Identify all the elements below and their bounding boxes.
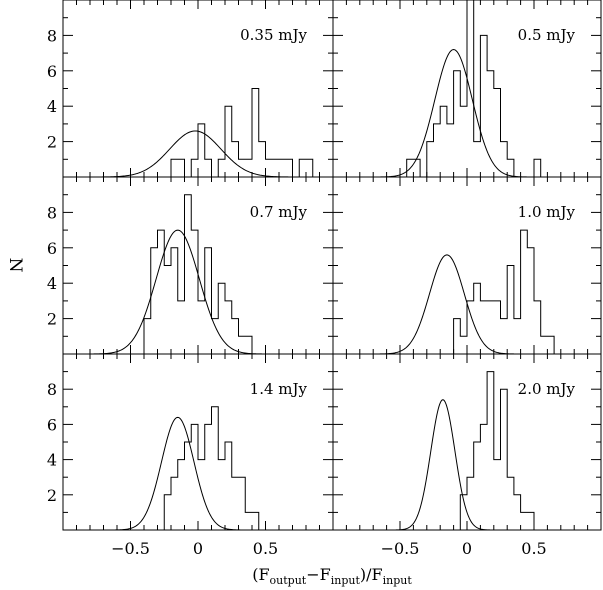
panel-3-gaussian-fit [80, 229, 275, 355]
x-tick-label: −0.5 [381, 539, 420, 558]
y-tick-label: 6 [47, 62, 57, 81]
panel-4-label: 1.0 mJy [518, 203, 576, 221]
x-axis-label: (Foutput−Finput)/Finput [252, 565, 412, 587]
y-tick-label: 8 [47, 380, 57, 399]
panel-4-gaussian-fit [368, 254, 526, 355]
panel-5-label: 1.4 mJy [250, 380, 308, 398]
x-tick-label: 0 [193, 539, 203, 558]
y-tick-label: 4 [47, 451, 57, 470]
x-tick-label: −0.5 [111, 539, 150, 558]
panel-6-histogram [400, 371, 601, 531]
y-tick-label: 8 [47, 203, 57, 222]
y-tick-label: 4 [47, 274, 57, 293]
y-tick-label: 2 [47, 486, 57, 505]
panel-1-gaussian-fit [79, 130, 311, 178]
panel-5-gaussian-fit [104, 416, 251, 531]
panel-1-histogram [130, 88, 333, 178]
panel-2-gaussian-fit [369, 49, 539, 178]
panel-1-label: 0.35 mJy [240, 26, 307, 44]
y-tick-label: 2 [47, 133, 57, 152]
panel-6-gaussian-fit [388, 399, 498, 531]
y-tick-label: 8 [47, 26, 57, 45]
x-tick-label: 0.5 [253, 539, 278, 558]
panel-3-label: 0.7 mJy [250, 203, 308, 221]
x-tick-label: 0.5 [521, 539, 546, 558]
y-tick-label: 2 [47, 310, 57, 329]
panel-2-label: 0.5 mJy [518, 26, 576, 44]
panel-6-label: 2.0 mJy [518, 380, 576, 398]
y-tick-label: 6 [47, 239, 57, 258]
y-tick-label: 4 [47, 97, 57, 116]
panel-5-histogram [130, 406, 333, 531]
y-tick-label: 6 [47, 415, 57, 434]
y-axis-label: N [5, 258, 25, 273]
x-tick-label: 0 [462, 539, 472, 558]
